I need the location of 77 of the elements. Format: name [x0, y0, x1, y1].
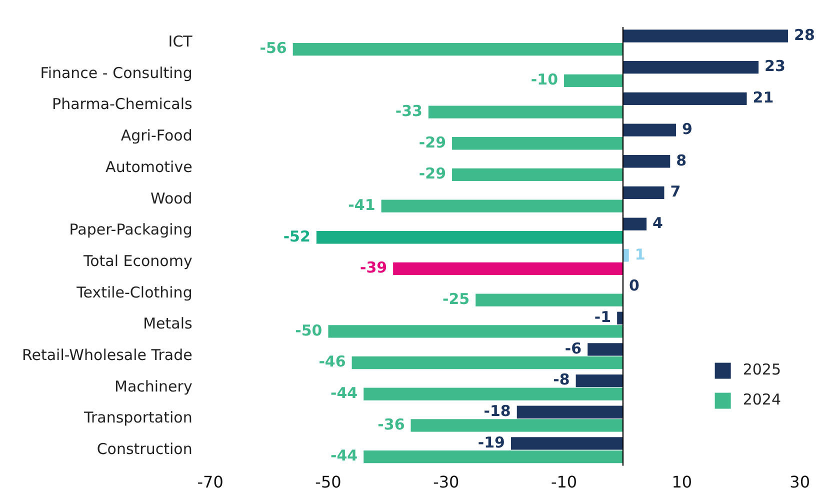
bar [410, 419, 623, 432]
legend-label: 2024 [742, 390, 782, 409]
bar [622, 186, 664, 200]
data-label: -19 [478, 433, 505, 452]
bar [510, 437, 623, 450]
data-label: 21 [752, 88, 774, 107]
bar [564, 74, 623, 87]
bar [364, 388, 623, 400]
bar [452, 137, 623, 150]
data-label: -1 [594, 308, 612, 326]
bar [622, 155, 670, 168]
data-label: -25 [442, 290, 470, 308]
bar [381, 200, 623, 212]
y-tick-label: Automotive [106, 158, 192, 176]
legend-label: 2025 [742, 360, 782, 379]
bar [617, 312, 623, 324]
bar [476, 294, 623, 306]
x-tick-label: -30 [433, 472, 460, 492]
bar [452, 168, 623, 182]
y-tick-label: Textile-Clothing [76, 283, 192, 302]
y-tick-label: Finance - Consulting [40, 64, 192, 82]
bar [364, 450, 623, 464]
y-tick-label: Transportation [83, 408, 192, 427]
y-tick-label: Machinery [114, 377, 192, 396]
data-label: -8 [553, 370, 570, 389]
data-label: -10 [530, 70, 558, 89]
bar [516, 406, 623, 418]
y-tick-label: Wood [150, 189, 192, 208]
y-tick-label: Metals [143, 314, 193, 333]
x-tick-label: -50 [315, 472, 342, 492]
bar [622, 61, 759, 74]
bar [428, 106, 623, 118]
data-label: 4 [652, 214, 663, 232]
data-label: -50 [295, 321, 322, 340]
data-label: -44 [330, 384, 358, 402]
data-label: -41 [348, 196, 376, 214]
bar [588, 343, 623, 356]
bar [622, 30, 788, 42]
data-label: 28 [794, 26, 815, 44]
data-label: -52 [283, 227, 310, 246]
data-label: -56 [260, 39, 287, 58]
bar [622, 124, 676, 136]
bar [352, 356, 623, 370]
y-tick-label: Construction [96, 440, 192, 458]
bar [292, 43, 623, 56]
x-tick-label: 10 [672, 472, 692, 492]
y-tick-label: Agri-Food [120, 126, 192, 145]
data-label: -29 [418, 164, 446, 183]
data-label: -6 [564, 339, 582, 358]
data-label: -46 [318, 352, 346, 371]
data-label: 0 [628, 276, 640, 295]
y-tick-label: Total Economy [82, 252, 192, 270]
data-label: 7 [670, 182, 681, 201]
data-label: -36 [378, 415, 405, 434]
data-label: 8 [676, 151, 687, 170]
bar [393, 262, 623, 276]
bar [316, 231, 623, 244]
x-tick-label: 30 [790, 472, 810, 492]
y-tick-label: ICT [168, 32, 194, 51]
data-label: -29 [418, 133, 446, 152]
bar [576, 374, 623, 388]
x-tick-label: -70 [197, 472, 224, 492]
x-tick-label: -10 [550, 472, 578, 492]
bar [622, 218, 647, 230]
bar [328, 325, 623, 338]
bar [622, 92, 747, 106]
bar [622, 249, 629, 262]
data-label: -18 [484, 402, 511, 420]
data-label: -44 [330, 446, 358, 465]
data-label: 1 [634, 245, 646, 264]
data-label: 23 [764, 57, 786, 76]
y-tick-label: Paper-Packaging [69, 220, 192, 239]
y-tick-label: Retail-Wholesale Trade [22, 346, 192, 364]
y-tick-label: Pharma-Chemicals [52, 95, 193, 114]
data-label: -39 [360, 258, 388, 277]
data-label: -33 [395, 102, 422, 120]
data-label: 9 [682, 120, 692, 138]
